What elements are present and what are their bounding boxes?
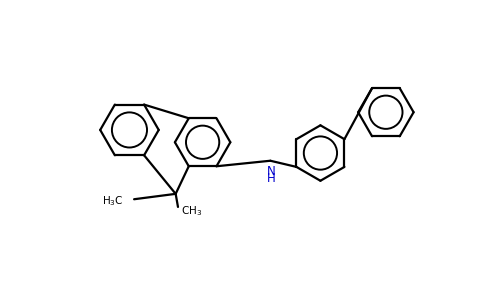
Text: H$_3$C: H$_3$C [102, 194, 123, 208]
Text: N: N [267, 165, 275, 178]
Text: CH$_3$: CH$_3$ [181, 205, 202, 218]
Text: H: H [267, 172, 275, 185]
